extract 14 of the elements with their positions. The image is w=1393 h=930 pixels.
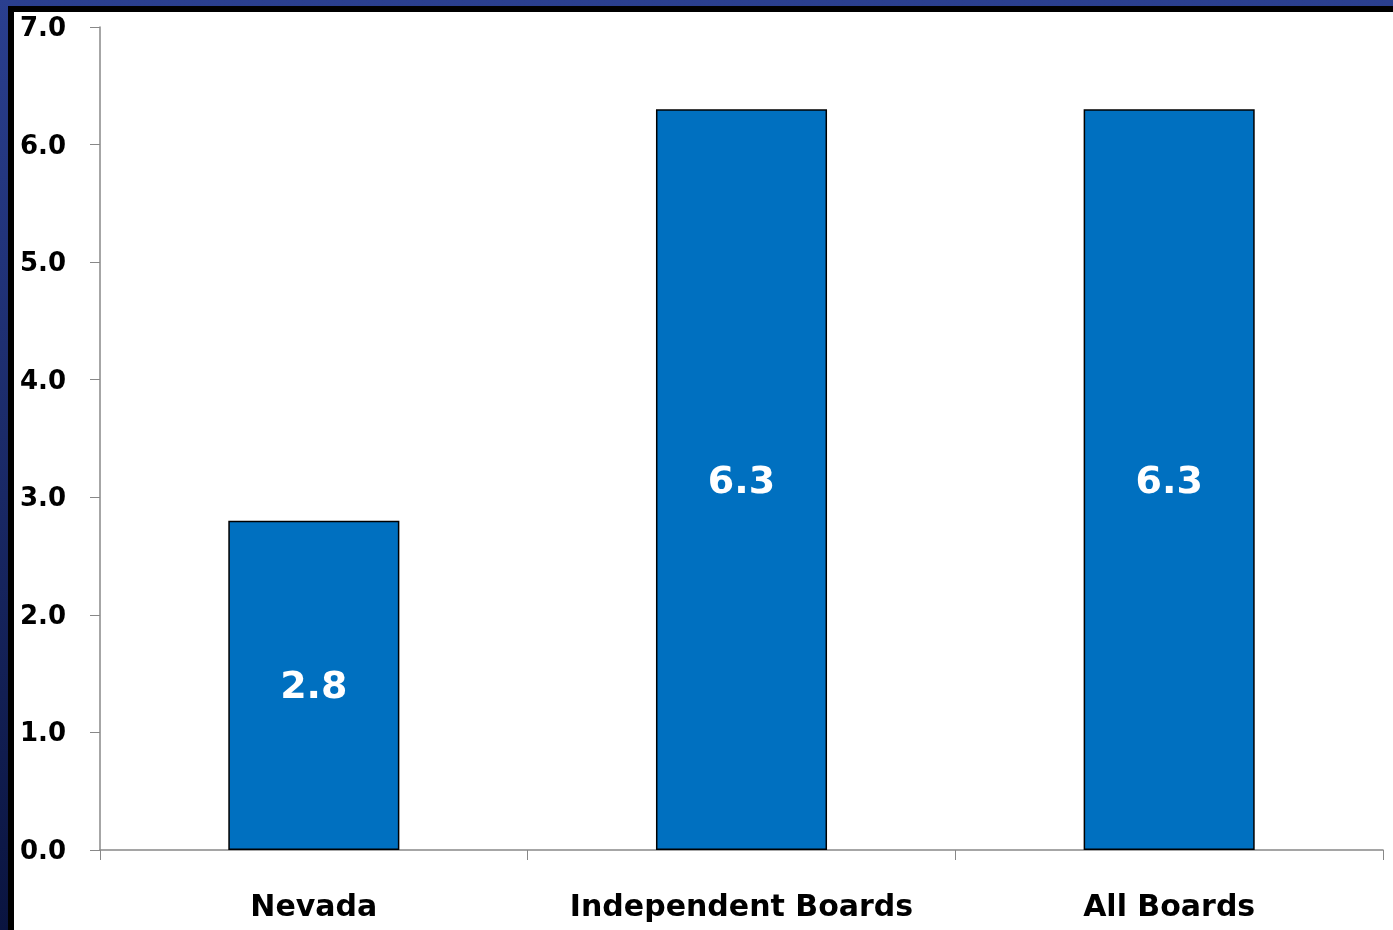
y-tick-label: 2.0 [20,599,67,630]
y-tick-label: 7.0 [20,12,67,42]
data-label: 2.8 [280,663,348,708]
data-label: 6.3 [707,457,776,502]
x-tick-label: Independent Boards [569,887,914,923]
y-tick-label: 1.0 [20,717,67,748]
y-tick-label: 3.0 [20,482,67,513]
y-tick-label: 4.0 [20,364,67,395]
y-tick-label: 6.0 [20,129,67,160]
x-tick-label: Nevada [250,887,378,923]
y-tick-label: 5.0 [20,247,67,278]
x-tick-label: All Boards [1083,887,1256,923]
data-label: 6.3 [1135,457,1203,502]
y-tick-label: 0.0 [20,835,67,865]
